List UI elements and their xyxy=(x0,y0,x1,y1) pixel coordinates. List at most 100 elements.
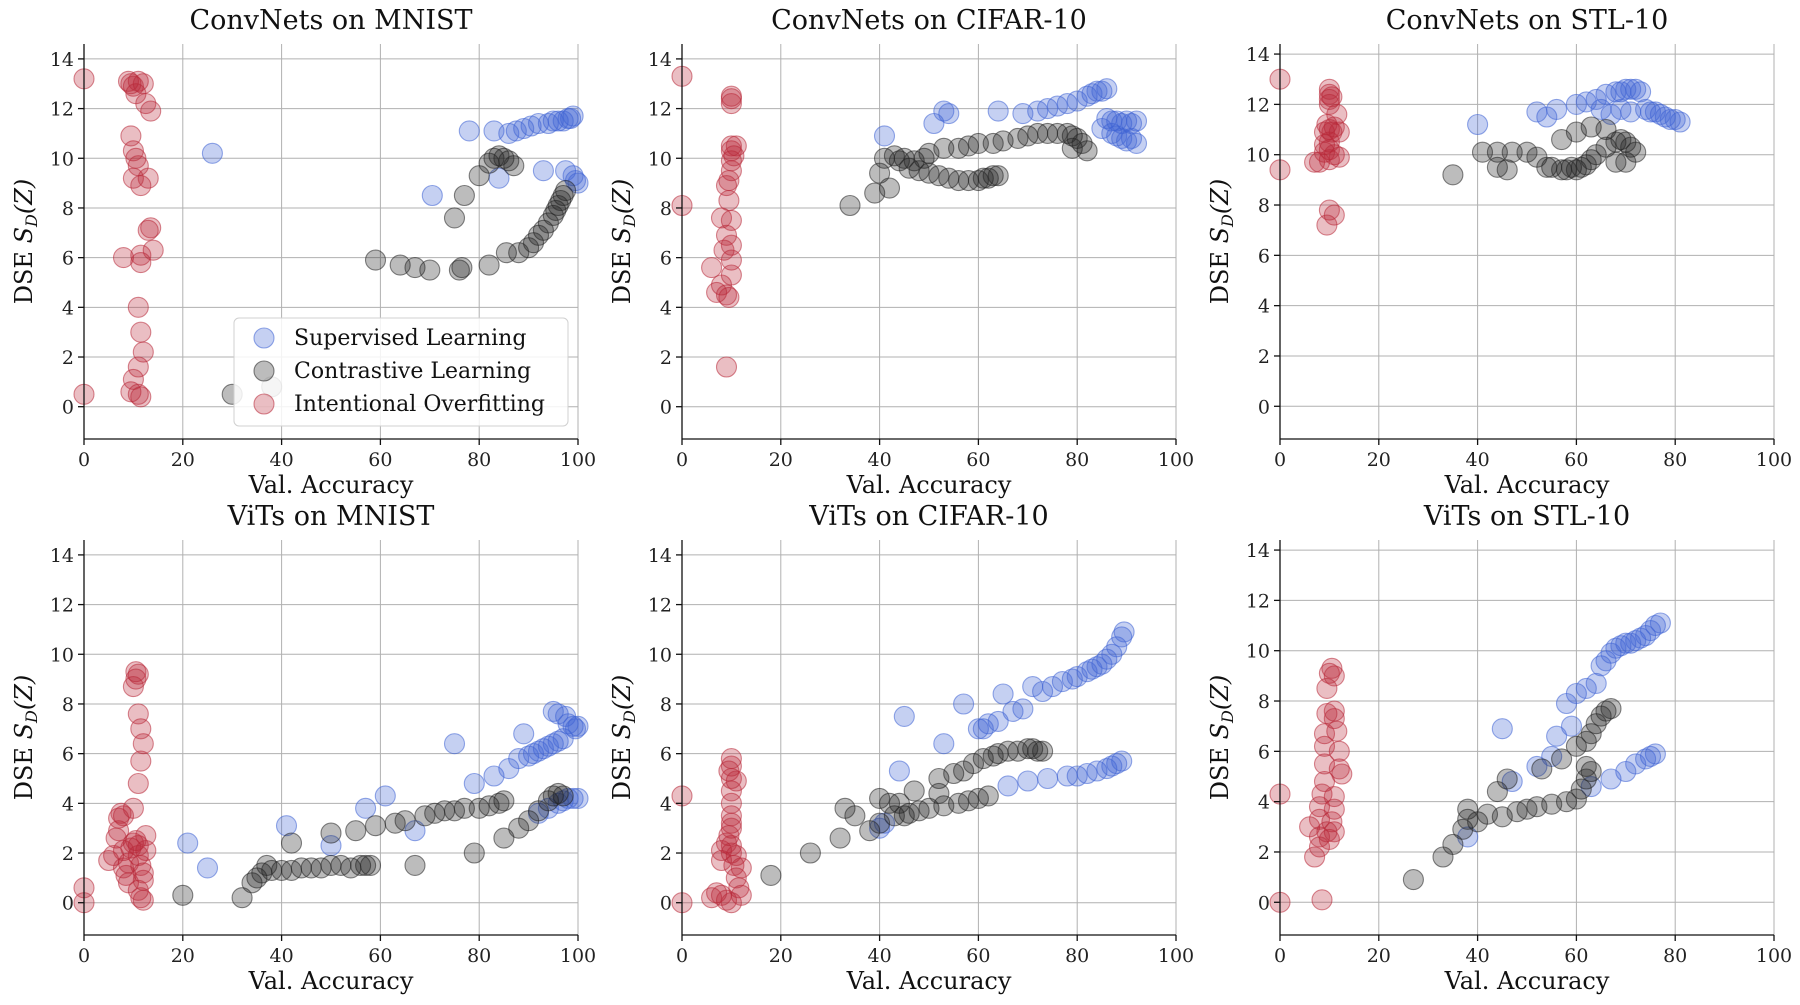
data-point-contrastive xyxy=(495,242,517,264)
x-tick-label: 0 xyxy=(78,449,90,471)
data-point-overfitting xyxy=(130,750,152,772)
y-tick-label: 8 xyxy=(1258,195,1270,217)
data-point-contrastive xyxy=(552,785,574,807)
data-point-supervised xyxy=(987,100,1009,122)
x-tick-label: 60 xyxy=(1564,945,1588,967)
data-point-supervised xyxy=(562,105,584,127)
data-point-overfitting xyxy=(140,100,162,122)
x-tick-label: 20 xyxy=(1367,945,1391,967)
data-point-contrastive xyxy=(453,184,475,207)
chart-panel-2: 0 20 40 60 80 100 0 2 4 6 8 10 12 14 ConvNets on CIFAR… xyxy=(608,5,1194,499)
data-point-overfitting xyxy=(1323,204,1345,226)
legend-marker-supervised xyxy=(253,327,275,349)
data-point-overfitting xyxy=(127,663,149,685)
x-tick-label: 100 xyxy=(1756,449,1792,471)
data-point-contrastive xyxy=(503,155,525,177)
y-tick-label: 6 xyxy=(1258,741,1270,763)
x-axis-label: Val. Accuracy xyxy=(1444,967,1610,995)
data-point-overfitting xyxy=(720,209,742,231)
y-tick-label: 4 xyxy=(62,793,74,815)
data-point-supervised xyxy=(1560,715,1583,737)
data-point-overfitting xyxy=(1321,657,1343,679)
data-point-supervised xyxy=(1649,612,1671,634)
y-tick-label: 8 xyxy=(62,198,74,220)
x-axis-label: Val. Accuracy xyxy=(1444,471,1610,499)
data-point-contrastive xyxy=(355,854,377,876)
data-point-supervised xyxy=(1491,718,1513,740)
legend-label-supervised: Supervised Learning xyxy=(294,326,526,351)
y-tick-label: 0 xyxy=(660,397,672,419)
data-point-contrastive xyxy=(1565,735,1587,757)
chart-panel-5: 0 20 40 60 80 100 0 2 4 6 8 10 12 14 ViTs on CIFAR-10 V… xyxy=(608,501,1194,995)
data-point-supervised xyxy=(201,142,223,164)
data-point-overfitting xyxy=(1318,828,1340,850)
data-point-contrastive xyxy=(1442,164,1464,186)
data-point-overfitting xyxy=(1311,889,1333,911)
x-tick-label: 20 xyxy=(171,945,195,967)
data-point-contrastive xyxy=(320,822,342,844)
data-point-supervised xyxy=(443,733,466,755)
x-tick-label: 40 xyxy=(270,945,294,967)
data-point-overfitting xyxy=(1328,740,1350,762)
y-tick-label: 2 xyxy=(1258,842,1270,864)
x-tick-label: 0 xyxy=(1274,449,1286,471)
y-tick-label: 14 xyxy=(1246,44,1270,66)
data-point-contrastive xyxy=(280,832,303,854)
data-point-overfitting xyxy=(1323,708,1345,730)
x-tick-label: 40 xyxy=(1466,945,1490,967)
data-point-supervised xyxy=(1546,98,1568,120)
data-point-supervised xyxy=(1565,682,1587,705)
y-tick-label: 2 xyxy=(660,347,672,369)
data-point-contrastive xyxy=(829,827,851,849)
data-point-contrastive xyxy=(364,815,387,837)
data-point-supervised xyxy=(275,815,298,837)
data-point-supervised xyxy=(567,172,589,194)
data-point-supervised xyxy=(564,718,587,740)
data-point-overfitting xyxy=(132,889,154,911)
chart-panel-6: 0 20 40 60 80 100 0 2 4 6 8 10 12 14 ViTs on STL-10 Val… xyxy=(1206,501,1792,995)
x-tick-label: 20 xyxy=(171,449,195,471)
data-point-supervised xyxy=(560,107,582,130)
data-point-overfitting xyxy=(1331,763,1353,785)
chart-title: ViTs on CIFAR-10 xyxy=(808,501,1048,532)
data-point-supervised xyxy=(1467,113,1489,136)
data-point-supervised xyxy=(1669,111,1691,133)
data-point-overfitting xyxy=(110,802,132,824)
y-tick-label: 12 xyxy=(50,99,74,121)
data-point-contrastive xyxy=(1501,141,1523,163)
legend-box xyxy=(233,317,569,427)
data-point-contrastive xyxy=(1027,740,1049,762)
x-tick-label: 0 xyxy=(1274,945,1286,967)
data-point-overfitting xyxy=(130,887,152,909)
data-point-supervised xyxy=(1017,770,1039,792)
y-axis-label: DSE SD(Z) xyxy=(10,179,41,305)
data-point-supervised xyxy=(893,705,915,727)
x-tick-label: 80 xyxy=(1663,945,1687,967)
data-point-supervised xyxy=(196,857,219,879)
data-point-contrastive xyxy=(982,165,1004,187)
data-point-contrastive xyxy=(1551,748,1573,770)
data-point-overfitting xyxy=(720,892,742,914)
data-point-contrastive xyxy=(493,827,515,849)
data-point-overfitting xyxy=(120,73,142,95)
chart-title: ViTs on MNIST xyxy=(227,501,435,532)
x-tick-label: 100 xyxy=(1158,945,1194,967)
data-point-supervised xyxy=(458,120,480,142)
data-point-overfitting xyxy=(720,264,742,286)
y-tick-label: 6 xyxy=(660,744,672,766)
data-point-overfitting xyxy=(720,812,742,834)
x-tick-label: 80 xyxy=(1663,449,1687,471)
x-tick-label: 40 xyxy=(868,449,892,471)
x-tick-label: 20 xyxy=(769,449,793,471)
y-tick-label: 10 xyxy=(1246,641,1270,663)
data-point-supervised xyxy=(992,683,1014,705)
data-point-overfitting xyxy=(132,862,154,884)
y-tick-label: 0 xyxy=(1258,892,1270,914)
data-point-overfitting xyxy=(1318,93,1340,115)
data-point-supervised xyxy=(1125,110,1148,132)
data-point-supervised xyxy=(1546,725,1568,747)
data-point-overfitting xyxy=(1321,86,1343,108)
data-point-overfitting xyxy=(701,257,723,279)
y-tick-label: 0 xyxy=(1258,396,1270,418)
